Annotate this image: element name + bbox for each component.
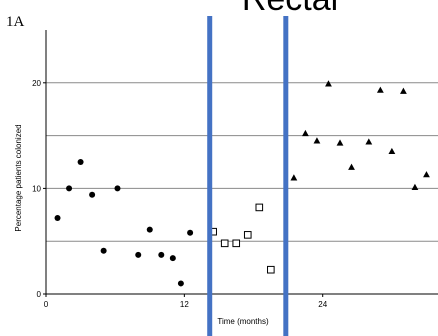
data-point-circle [114,185,121,192]
data-point-circle [54,214,61,221]
data-point-circle [177,280,184,287]
data-point-circle [66,185,73,192]
y-tick-label: 10 [32,184,41,193]
panel-label: 1A [6,14,25,30]
data-point-square [267,265,275,274]
data-point-triangle [290,174,298,181]
vertical-markers [207,16,289,336]
data-point-square [220,239,229,248]
data-point-circle [158,251,165,258]
data-point-circle [169,255,176,262]
x-axis-title: Time (months) [217,317,269,326]
gridlines [46,82,438,242]
data-point-triangle [348,163,355,170]
data-point-square [243,231,252,239]
data-point-triangle [313,137,321,144]
y-tick-label: 0 [37,290,42,299]
data-point-circle [100,247,107,254]
data-point-circle [77,159,84,165]
tick-labels: 0 10 20 0 12 24 [32,79,328,309]
data-point-triangle [325,80,332,87]
y-axis-title: Percentage patients colonized [14,124,23,231]
data-point-triangle [365,138,373,145]
data-point-triangle [411,183,419,190]
x-tick-label: 12 [180,300,189,309]
x-tick-label: 0 [44,300,49,309]
axes [45,30,438,295]
x-tick-label: 24 [318,300,327,309]
data-point-triangle [400,87,407,94]
y-tick-label: 20 [32,79,41,88]
data-point-square [255,203,264,212]
data-point-circle [135,251,142,258]
data-point-circle [146,226,153,233]
data-point-triangle [336,139,344,146]
data-point-circle [89,191,96,198]
data-point-triangle [302,129,309,137]
data-point-triangle [423,171,430,178]
data-point-circle [187,229,194,236]
data-point-triangle [388,147,396,155]
overlay-title: Rectal [242,0,338,18]
data-point-square [232,239,241,248]
data-point-triangle [376,86,384,93]
data-points [54,80,430,287]
